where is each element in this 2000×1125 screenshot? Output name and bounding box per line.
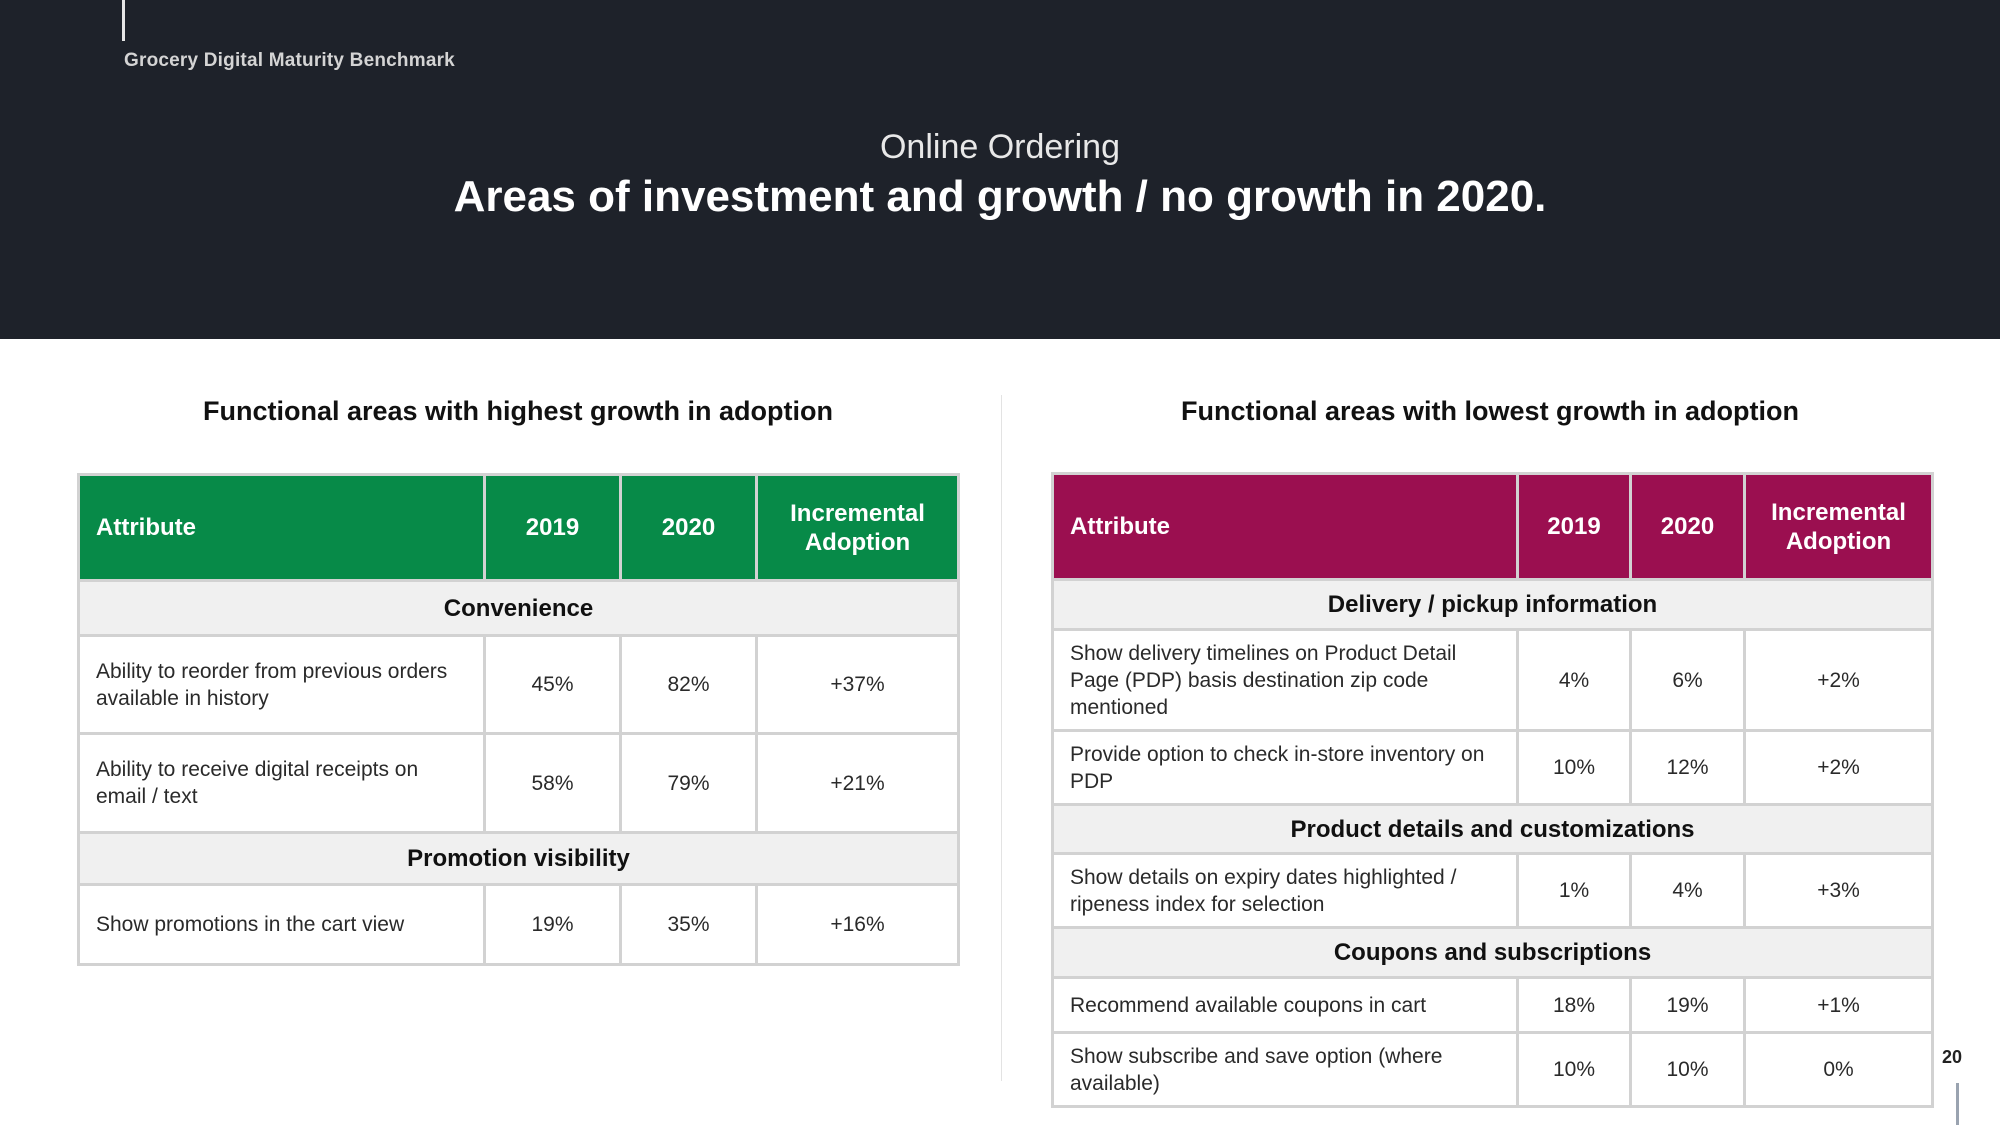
category-row: Coupons and subscriptions bbox=[1051, 926, 1934, 979]
value-2020: 19% bbox=[1629, 976, 1746, 1034]
value-2019: 1% bbox=[1516, 852, 1632, 929]
col-header-2020: 2020 bbox=[619, 473, 758, 582]
value-incremental: +21% bbox=[755, 732, 960, 834]
value-2019: 18% bbox=[1516, 976, 1632, 1034]
value-2019: 10% bbox=[1516, 1031, 1632, 1108]
table-header-row: Attribute 2019 2020 Incremental Adoption bbox=[1051, 472, 1934, 581]
page-title: Areas of investment and growth / no grow… bbox=[453, 172, 1547, 221]
column-divider bbox=[1001, 395, 1002, 1081]
attribute-cell: Show delivery timelines on Product Detai… bbox=[1051, 628, 1519, 732]
table-row: Show promotions in the cart view 19% 35%… bbox=[77, 883, 960, 966]
category-label: Coupons and subscriptions bbox=[1051, 926, 1934, 979]
attribute-cell: Ability to reorder from previous orders … bbox=[77, 634, 486, 735]
table-row: Show delivery timelines on Product Detai… bbox=[1051, 628, 1934, 732]
col-header-2020: 2020 bbox=[1629, 472, 1746, 581]
table-row: Show details on expiry dates highlighted… bbox=[1051, 852, 1934, 929]
value-incremental: +1% bbox=[1743, 976, 1934, 1034]
category-row: Delivery / pickup information bbox=[1051, 578, 1934, 631]
category-label: Promotion visibility bbox=[77, 831, 960, 886]
page-number: 20 bbox=[1942, 1047, 1963, 1067]
col-header-incremental: Incremental Adoption bbox=[755, 473, 960, 582]
category-label: Convenience bbox=[77, 579, 960, 637]
value-incremental: +2% bbox=[1743, 628, 1934, 732]
value-2020: 12% bbox=[1629, 729, 1746, 806]
table-row: Recommend available coupons in cart 18% … bbox=[1051, 976, 1934, 1034]
header-band: Grocery Digital Maturity Benchmark Onlin… bbox=[0, 0, 2000, 339]
category-row: Product details and customizations bbox=[1051, 803, 1934, 855]
table-row: Ability to reorder from previous orders … bbox=[77, 634, 960, 735]
value-incremental: 0% bbox=[1743, 1031, 1934, 1108]
top-rule bbox=[122, 0, 125, 41]
table-row: Provide option to check in-store invento… bbox=[1051, 729, 1934, 806]
right-heading: Functional areas with lowest growth in a… bbox=[1180, 396, 1800, 426]
table-header-row: Attribute 2019 2020 Incremental Adoption bbox=[77, 473, 960, 582]
value-incremental: +2% bbox=[1743, 729, 1934, 806]
value-incremental: +16% bbox=[755, 883, 960, 966]
attribute-cell: Recommend available coupons in cart bbox=[1051, 976, 1519, 1034]
attribute-cell: Show promotions in the cart view bbox=[77, 883, 486, 966]
value-2019: 19% bbox=[483, 883, 622, 966]
value-2020: 10% bbox=[1629, 1031, 1746, 1108]
value-incremental: +3% bbox=[1743, 852, 1934, 929]
col-header-attribute: Attribute bbox=[77, 473, 486, 582]
value-2020: 6% bbox=[1629, 628, 1746, 732]
lowest-growth-table: Attribute 2019 2020 Incremental Adoption… bbox=[1051, 472, 1934, 1108]
value-incremental: +37% bbox=[755, 634, 960, 735]
category-row: Convenience bbox=[77, 579, 960, 637]
value-2020: 35% bbox=[619, 883, 758, 966]
col-header-attribute: Attribute bbox=[1051, 472, 1519, 581]
value-2020: 82% bbox=[619, 634, 758, 735]
attribute-cell: Show details on expiry dates highlighted… bbox=[1051, 852, 1519, 929]
highest-growth-table: Attribute 2019 2020 Incremental Adoption… bbox=[77, 473, 960, 966]
table-row: Ability to receive digital receipts on e… bbox=[77, 732, 960, 834]
attribute-cell: Show subscribe and save option (where av… bbox=[1051, 1031, 1519, 1108]
col-header-2019: 2019 bbox=[483, 473, 622, 582]
value-2019: 10% bbox=[1516, 729, 1632, 806]
attribute-cell: Ability to receive digital receipts on e… bbox=[77, 732, 486, 834]
attribute-cell: Provide option to check in-store invento… bbox=[1051, 729, 1519, 806]
category-label: Product details and customizations bbox=[1051, 803, 1934, 855]
value-2019: 45% bbox=[483, 634, 622, 735]
value-2019: 4% bbox=[1516, 628, 1632, 732]
category-label: Delivery / pickup information bbox=[1051, 578, 1934, 631]
bottom-rule bbox=[1956, 1083, 1959, 1125]
value-2020: 4% bbox=[1629, 852, 1746, 929]
col-header-incremental: Incremental Adoption bbox=[1743, 472, 1934, 581]
page-subtitle: Online Ordering bbox=[879, 128, 1120, 166]
table-row: Show subscribe and save option (where av… bbox=[1051, 1031, 1934, 1108]
left-heading: Functional areas with highest growth in … bbox=[202, 396, 833, 426]
value-2019: 58% bbox=[483, 732, 622, 834]
col-header-2019: 2019 bbox=[1516, 472, 1632, 581]
brand-label: Grocery Digital Maturity Benchmark bbox=[124, 50, 455, 71]
category-row: Promotion visibility bbox=[77, 831, 960, 886]
value-2020: 79% bbox=[619, 732, 758, 834]
